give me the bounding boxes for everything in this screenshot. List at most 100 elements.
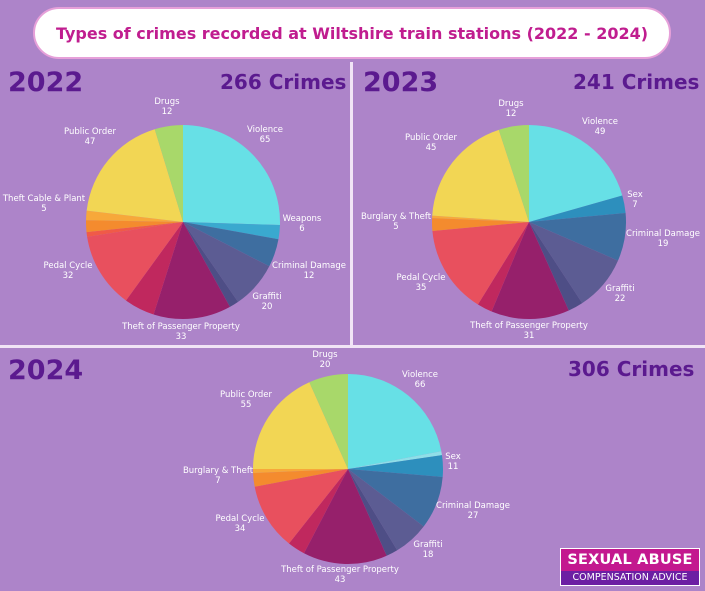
slice-2022-weapons-1: [183, 222, 280, 240]
slice-2022-theft-cable-plant-9: [86, 220, 183, 233]
slice-value-2023-public-order: 45: [426, 143, 437, 153]
slice-label-2022-drugs: Drugs: [154, 97, 180, 107]
slice-label-2023-theft-of-passenger-property: Theft of Passenger Property: [469, 321, 588, 331]
slice-2023-shade-4: [529, 222, 583, 311]
chart-title-box: Types of crimes recorded at Wiltshire tr…: [33, 7, 671, 59]
slice-value-2023-burglary-theft: 5: [393, 222, 398, 232]
slice-label-2023-burglary-theft: Burglary & Theft: [361, 212, 432, 222]
total-crimes-2022: 266 Crimes: [220, 70, 347, 94]
slice-value-2023-criminal-damage: 19: [658, 239, 669, 249]
slice-value-2023-drugs: 12: [506, 109, 517, 119]
slice-2022-shade-4: [183, 222, 239, 307]
slice-2023-pedal-cycle-7: [432, 222, 529, 305]
slice-2022-shade-6: [125, 222, 183, 315]
slice-2024-violence-0: [348, 374, 442, 469]
slice-value-2023-violence: 49: [595, 127, 606, 137]
slice-value-2024-public-order: 55: [241, 400, 252, 410]
slice-value-2022-theft-cable-plant: 5: [41, 204, 46, 214]
chart-title: Types of crimes recorded at Wiltshire tr…: [55, 23, 649, 43]
slice-value-2024-sex: 11: [448, 462, 459, 472]
slice-label-2022-criminal-damage: Criminal Damage: [272, 261, 346, 271]
slice-value-2024-violence: 66: [415, 380, 426, 390]
slice-label-2024-sex: Sex: [445, 452, 461, 462]
slice-value-2022-criminal-damage: 12: [304, 271, 315, 281]
slice-label-2024-pedal-cycle: Pedal Cycle: [216, 514, 265, 524]
slice-value-2022-pedal-cycle: 32: [63, 271, 74, 281]
slice-2023-criminal-damage-2: [529, 213, 627, 261]
slice-value-2024-theft-of-passenger-property: 43: [335, 575, 346, 585]
slice-value-2022-weapons: 6: [299, 224, 304, 234]
total-crimes-2023: 241 Crimes: [573, 70, 700, 94]
slice-2022-drugs-12: [154, 125, 183, 222]
slice-2022-violence-0: [183, 125, 280, 225]
slice-value-2023-graffiti: 22: [615, 294, 626, 304]
slice-value-2022-graffiti: 20: [262, 302, 273, 312]
slice-2022-shade-8: [86, 222, 183, 237]
slice-label-2022-violence: Violence: [247, 125, 283, 135]
slice-2024-graffiti-4: [348, 469, 424, 551]
brand-logo: SEXUAL ABUSE COMPENSATION ADVICE: [560, 548, 700, 586]
slice-label-2023-violence: Violence: [582, 117, 618, 127]
slice-label-2024-theft-of-passenger-property: Theft of Passenger Property: [280, 565, 399, 575]
slice-2024-shade-7: [288, 469, 348, 554]
slice-value-2024-criminal-damage: 27: [468, 511, 479, 521]
slice-label-2023-criminal-damage: Criminal Damage: [626, 229, 700, 239]
slice-2024-shade-5: [348, 469, 398, 556]
logo-line-1: SEXUAL ABUSE: [561, 549, 699, 571]
slice-2024-criminal-damage-3: [348, 469, 443, 527]
slice-label-2022-weapons: Weapons: [283, 214, 322, 224]
slice-2024-shade-10: [252, 469, 348, 473]
slice-label-2022-graffiti: Graffiti: [252, 292, 281, 302]
slice-label-2024-violence: Violence: [402, 370, 438, 380]
slice-2023-shade-6: [477, 222, 529, 312]
slice-value-2023-pedal-cycle: 35: [416, 283, 427, 293]
slice-label-2022-theft-of-passenger-property: Theft of Passenger Property: [121, 322, 240, 332]
slice-2023-sex-1: [529, 195, 626, 222]
slice-2024-drugs-12: [309, 374, 348, 469]
logo-line-2: COMPENSATION ADVICE: [561, 571, 699, 585]
slice-2023-violence-0: [529, 125, 623, 222]
slice-label-2022-public-order: Public Order: [64, 127, 117, 137]
slice-label-2024-burglary-theft: Burglary & Theft: [183, 466, 254, 476]
slice-2022-graffiti-3: [183, 222, 270, 302]
slice-2023-graffiti-3: [529, 222, 618, 304]
slice-2023-drugs-11: [498, 125, 529, 222]
slice-2024-public-order-11: [253, 382, 348, 469]
slice-2023-shade-9: [432, 215, 529, 222]
slice-2023-theft-of-passenger-property-5: [491, 222, 569, 319]
vertical-divider: [350, 62, 353, 345]
slice-label-2023-sex: Sex: [627, 190, 643, 200]
slice-2023-public-order-10: [432, 129, 529, 222]
slice-label-2023-graffiti: Graffiti: [605, 284, 634, 294]
slice-value-2022-theft-of-passenger-property: 33: [176, 332, 187, 342]
slice-2024-theft-of-passenger-property-6: [303, 469, 387, 565]
slice-value-2023-sex: 7: [632, 200, 637, 210]
slice-value-2022-drugs: 12: [162, 107, 173, 117]
slice-2024-shade-1: [348, 451, 442, 469]
horizontal-divider: [0, 345, 705, 348]
slice-2022-theft-of-passenger-property-5: [153, 222, 230, 320]
slice-label-2022-theft-cable-plant: Theft Cable & Plant: [2, 194, 86, 204]
slice-label-2023-pedal-cycle: Pedal Cycle: [397, 273, 446, 283]
slice-2022-public-order-11: [86, 129, 183, 222]
slice-value-2024-drugs: 20: [320, 360, 331, 370]
slice-value-2024-burglary-theft: 7: [215, 476, 220, 486]
slice-2024-pedal-cycle-8: [254, 469, 348, 544]
slice-2022-shade-10: [86, 210, 183, 222]
slice-value-2023-theft-of-passenger-property: 31: [524, 331, 535, 341]
slice-label-2022-pedal-cycle: Pedal Cycle: [44, 261, 93, 271]
slice-label-2023-public-order: Public Order: [405, 133, 458, 143]
slice-2023-burglary-theft-8: [432, 218, 529, 231]
year-heading-2023: 2023: [363, 67, 439, 98]
slice-value-2022-violence: 65: [260, 135, 271, 145]
year-heading-2024: 2024: [8, 355, 84, 386]
slice-2024-burglary-theft-9: [253, 469, 348, 487]
slice-value-2022-public-order: 47: [85, 137, 96, 147]
slice-2024-sex-2: [348, 455, 444, 477]
year-heading-2022: 2022: [8, 67, 84, 98]
slice-2022-pedal-cycle-7: [87, 222, 183, 301]
